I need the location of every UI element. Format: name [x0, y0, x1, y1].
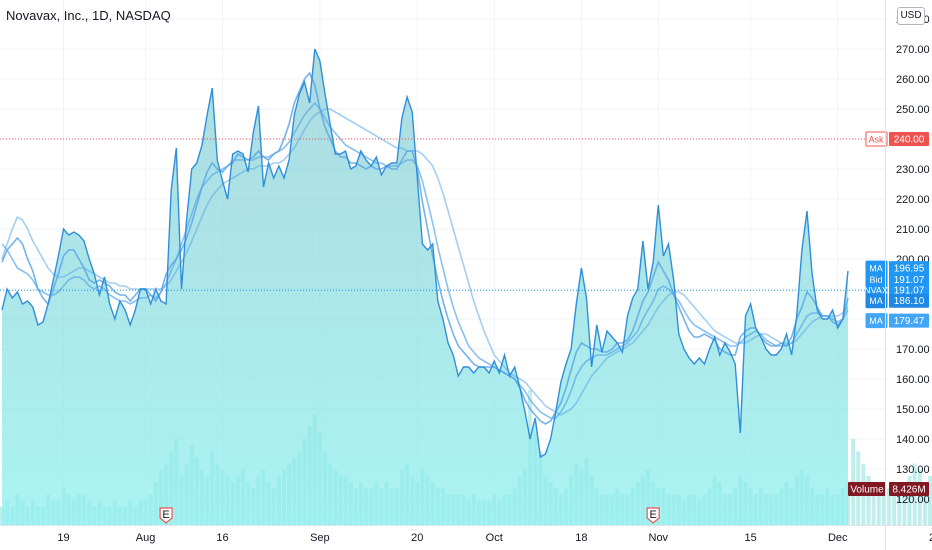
volume-bar	[876, 488, 881, 525]
price-line	[1, 48, 849, 459]
x-tick-label: Aug	[136, 532, 156, 544]
volume-bar	[887, 488, 892, 525]
tag-value-box	[889, 293, 929, 308]
earnings-marker[interactable]	[646, 507, 660, 524]
volume-bar	[917, 469, 922, 525]
tag-label-text: NVAX	[864, 286, 888, 296]
earnings-marker-label: E	[649, 509, 656, 521]
tag-label-text: Bid	[869, 275, 882, 285]
price-area	[2, 49, 848, 525]
ma-line	[1, 101, 849, 419]
tag-value-box	[889, 261, 929, 276]
tag-value-text: 179.47	[894, 316, 925, 327]
tag-value-box	[889, 313, 929, 328]
x-tick-label: 20	[411, 532, 423, 544]
x-tick-label: 18	[575, 532, 587, 544]
y-tick-label: 260.00	[896, 74, 930, 86]
volume-bar	[892, 482, 897, 525]
tag-label-box	[865, 293, 888, 309]
volume-bar	[871, 482, 876, 525]
volume-tag-label-box	[848, 482, 886, 496]
x-tick-label: Sep	[310, 532, 330, 544]
currency-button[interactable]: USD	[897, 7, 925, 25]
x-tick-label: Nov	[649, 532, 669, 544]
volume-bar	[866, 475, 871, 525]
y-tick-label: 220.00	[896, 194, 930, 206]
tag-label-text: MA	[869, 296, 883, 306]
y-tick-label: 170.00	[896, 344, 930, 356]
volume-bar	[928, 475, 932, 525]
tag-label-text: MA	[869, 264, 883, 274]
x-tick-label: 20	[929, 532, 932, 544]
chart-title: Novavax, Inc., 1D, NASDAQ	[6, 8, 171, 23]
tag-value-box	[889, 272, 929, 287]
tag-label-box	[865, 313, 888, 329]
earnings-marker[interactable]	[159, 507, 173, 524]
y-tick-label: 250.00	[896, 104, 930, 116]
tag-value-text: 191.07	[894, 275, 925, 286]
y-tick-label: 270.00	[896, 44, 930, 56]
tag-label-text: MA	[869, 316, 883, 326]
volume-tag-value: 8.426M	[892, 485, 925, 496]
volume-tag-value-box	[889, 482, 929, 496]
volume-bar	[922, 482, 927, 525]
y-tick-label: 130.00	[896, 464, 930, 476]
y-tick-label: 140.00	[896, 434, 930, 446]
volume-bar	[897, 488, 902, 525]
price-tag-ma: MA 196.95	[865, 260, 929, 276]
price-tag-ma: MA 179.47	[865, 313, 929, 329]
price-tag-bid: Bid 191.07	[865, 271, 929, 287]
x-tick-label: 19	[57, 532, 69, 544]
tag-value-box	[889, 132, 929, 146]
tag-label-box	[865, 131, 888, 147]
x-tick-label: Dec	[828, 532, 848, 544]
x-tick-label: 15	[744, 532, 756, 544]
tag-value-text: 186.10	[894, 296, 925, 307]
volume-bar	[902, 482, 907, 525]
volume-bar	[907, 475, 912, 525]
tag-value-text: 196.95	[894, 264, 925, 275]
y-tick-label: 210.00	[896, 224, 930, 236]
price-tag-ma: MA 186.10	[865, 293, 929, 309]
volume-bar	[881, 488, 886, 525]
y-tick-label: 150.00	[896, 404, 930, 416]
y-tick-label: 120.00	[896, 494, 930, 506]
tag-value-text: 191.07	[894, 286, 925, 297]
x-tick-label: Oct	[486, 532, 503, 544]
volume-tag-label: Volume	[850, 485, 884, 496]
y-tick-label: 230.00	[896, 164, 930, 176]
tag-label-text: Ask	[868, 135, 884, 145]
x-tick-label: 16	[216, 532, 228, 544]
price-tag-ask: Ask 240.00	[865, 131, 929, 147]
y-tick-label: 160.00	[896, 374, 930, 386]
earnings-marker-label: E	[162, 509, 169, 521]
tag-value-text: 240.00	[894, 135, 925, 146]
